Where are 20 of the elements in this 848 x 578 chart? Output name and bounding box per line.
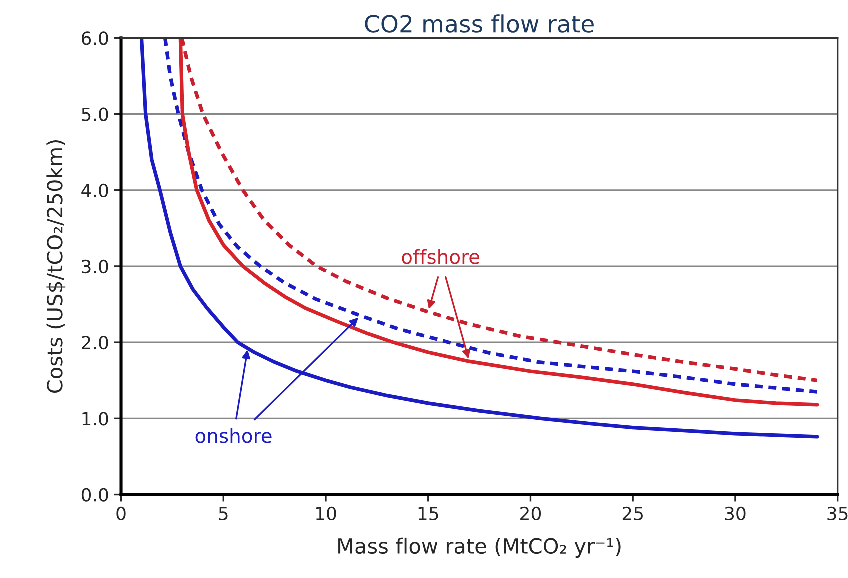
annotation: onshore [196,428,272,444]
y-tick-label: 2.0 [82,336,108,350]
y-tick-label: 0.0 [82,488,108,502]
x-tick-label: 30 [725,506,746,521]
chart-title: CO2 mass flow rate [365,14,594,33]
x-tick-label: 5 [219,507,228,521]
y-tick-label: 6.0 [82,32,108,46]
x-tick-label: 15 [418,507,438,521]
x-tick-label: 20 [520,506,542,521]
x-axis-title: Mass flow rate (MtCO₂ yr⁻¹) [338,538,621,558]
y-tick-label: 4.0 [82,184,108,198]
x-tick-label: 0 [116,506,126,521]
x-tick-label: 10 [316,506,336,521]
y-tick-label: 1.0 [82,412,108,426]
annotation: offshore [402,249,480,264]
y-tick-label: 3.0 [82,260,108,274]
x-tick-label: 35 [828,506,848,521]
x-tick-label: 25 [622,506,644,521]
y-axis-title: Costs (US$/tCO₂/250km) [46,140,66,393]
y-tick-label: 5.0 [82,108,108,122]
